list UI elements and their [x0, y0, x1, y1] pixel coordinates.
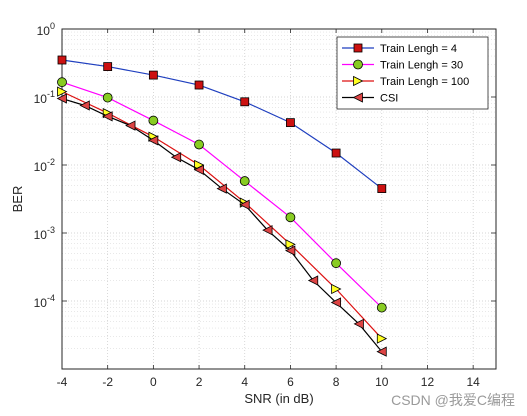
x-tick-label: 0: [150, 375, 157, 389]
legend-marker: [353, 59, 363, 70]
data-point: [262, 225, 273, 236]
x-tick-label: 10: [375, 375, 389, 389]
legend: Train Lengh = 4 Train Lengh = 30 Train Len…: [336, 36, 489, 110]
legend-item: Train Lengh = 4: [342, 43, 457, 55]
y-tick-label: 10-2: [34, 157, 55, 174]
x-tick-label: -2: [102, 375, 113, 389]
data-point: [216, 183, 227, 194]
legend-item: CSI: [342, 92, 398, 105]
data-point: [194, 139, 204, 150]
data-point: [102, 111, 113, 122]
data-point: [285, 245, 296, 256]
x-tick-label: 2: [196, 375, 203, 389]
data-point: [331, 148, 341, 158]
data-point: [353, 318, 364, 330]
series-line: [61, 91, 383, 339]
data-point: [285, 212, 296, 223]
series-line: [61, 97, 383, 353]
data-point: [147, 135, 159, 146]
data-point: [148, 115, 159, 126]
data-point: [79, 100, 90, 111]
data-point: [331, 283, 342, 295]
data-point: [285, 239, 296, 250]
series-4: [56, 93, 387, 357]
data-point: [194, 80, 204, 90]
data-point: [56, 93, 67, 104]
series-group: [56, 55, 388, 357]
legend-label: Train Lengh = 30: [380, 60, 463, 72]
legend-label: CSI: [380, 93, 398, 105]
data-point: [125, 120, 136, 131]
data-point: [240, 97, 250, 107]
axis-ticks: -4 -2 0 2 4 6 8 10 12 14 100 10-1 10-2 10-3 10-4: [34, 21, 496, 389]
x-tick-label: 6: [287, 375, 294, 389]
series-1: [57, 55, 387, 193]
legend-label: Train Lengh = 100: [380, 76, 469, 88]
data-point: [377, 184, 387, 193]
data-point: [376, 333, 388, 344]
x-tick-label: 4: [241, 375, 248, 389]
y-tick-label: 100: [37, 21, 55, 38]
data-point: [286, 118, 295, 128]
series-line: [61, 59, 383, 190]
data-point: [57, 55, 67, 65]
watermark: CSDN @我爱C编程: [391, 392, 515, 408]
legend-item: Train Lengh = 30: [342, 60, 463, 72]
legend-marker: [353, 43, 363, 53]
data-point: [331, 258, 342, 269]
x-tick-label: 14: [466, 375, 480, 389]
y-tick-label: 10-3: [34, 225, 55, 242]
legend-label: Train Lengh = 4: [380, 43, 457, 55]
data-point: [57, 77, 67, 88]
y-tick-label: 10-1: [34, 89, 55, 106]
data-point: [57, 86, 68, 97]
series-line: [61, 81, 383, 309]
data-point: [376, 346, 387, 357]
data-point: [307, 275, 319, 286]
x-tick-label: 12: [421, 375, 435, 389]
data-point: [376, 302, 387, 313]
y-tick-label: 10-4: [34, 293, 55, 310]
data-point: [148, 70, 158, 80]
data-point: [330, 297, 342, 308]
x-tick-label: 8: [333, 375, 340, 389]
y-axis-title: BER: [10, 186, 25, 213]
data-point: [193, 164, 204, 175]
data-point: [239, 176, 250, 186]
legend-marker: [352, 92, 363, 103]
series-2: [57, 77, 387, 313]
x-axis-title: SNR (in dB): [244, 391, 313, 406]
legend-item: Train Lengh = 100: [342, 75, 469, 88]
data-point: [170, 152, 182, 163]
legend-marker: [353, 75, 364, 87]
data-point: [102, 92, 113, 103]
plot-area: [61, 28, 497, 370]
series-3: [57, 86, 388, 344]
data-point: [103, 62, 113, 71]
data-point: [239, 199, 250, 210]
x-tick-label: -4: [57, 375, 68, 389]
